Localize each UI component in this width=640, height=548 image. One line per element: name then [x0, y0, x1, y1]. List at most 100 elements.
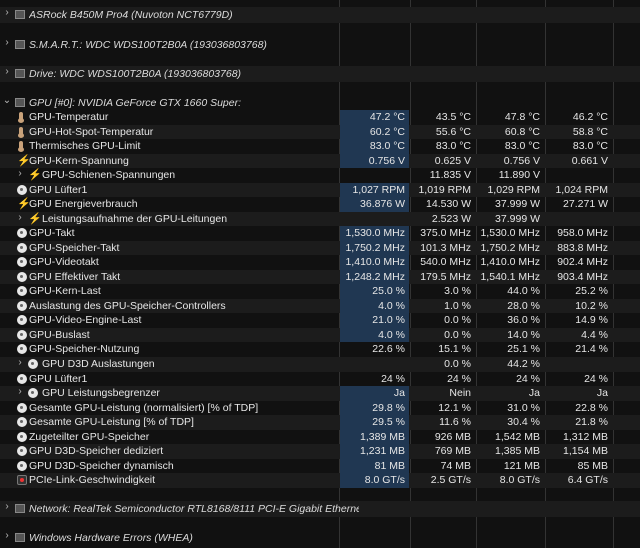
- sensor-name: Gesamte GPU-Leistung [% of TDP]: [29, 416, 194, 429]
- maximum-value: 25.1 %: [507, 343, 540, 356]
- average-value: 903.4 MHz: [557, 270, 608, 283]
- clock-icon: [17, 257, 27, 268]
- section-header[interactable]: › Windows Hardware Errors (WHEA): [0, 530, 640, 546]
- current-value: 0.756 V: [340, 153, 409, 169]
- sensor-name: GPU Leistungsbegrenzer: [42, 387, 160, 400]
- sensor-name: GPU-Videotakt: [29, 256, 99, 269]
- sensor-name: GPU-Speicher-Nutzung: [29, 343, 140, 356]
- minimum-value: 0.0 %: [444, 314, 471, 327]
- maximum-value: 47.8 °C: [504, 111, 540, 123]
- current-value: 47.2 °C: [340, 110, 409, 125]
- sensor-row[interactable]: GPU-Video-Engine-Last 21.0 % 0.0 % 36.0 % 14…: [0, 313, 640, 328]
- section-header[interactable]: ⌄ GPU [#0]: NVIDIA GeForce GTX 1660 Super…: [0, 95, 640, 111]
- sensor-row[interactable]: GPU-Temperatur 47.2 °C 43.5 °C 47.8 °C 46.2 …: [0, 110, 640, 125]
- minimum-value: 101.3 MHz: [420, 241, 471, 254]
- sensor-row[interactable]: Auslastung des GPU-Speicher-Controllers 4…: [0, 298, 640, 314]
- average-value: 25.2 %: [575, 285, 608, 298]
- sensor-name: GPU-Buslast: [29, 328, 90, 341]
- average-value: 83.0 °C: [572, 140, 608, 153]
- chevron-down-icon[interactable]: ⌄: [2, 95, 12, 106]
- maximum-value: 30.4 %: [507, 416, 540, 429]
- clock-icon: [17, 242, 27, 253]
- sensor-row[interactable]: Gesamte GPU-Leistung (normalisiert) [% o…: [0, 400, 640, 416]
- usage-icon: [17, 373, 27, 384]
- sensor-name: GPU-Video-Engine-Last: [29, 314, 142, 327]
- sensor-row[interactable]: GPU D3D-Speicher dediziert 1,231 MB 769 MB…: [0, 444, 640, 459]
- current-value: 1,231 MB: [340, 444, 409, 459]
- current-value: 1,410.0 MHz: [340, 255, 409, 270]
- sensor-row[interactable]: GPU-Kern-Last 25.0 % 3.0 % 44.0 % 25.2 %: [0, 284, 640, 299]
- section-header[interactable]: › S.M.A.R.T.: WDC WDS100T2B0A (1930368037…: [0, 37, 640, 53]
- thermometer-icon: [18, 141, 24, 153]
- sensor-name: GPU Lüfter1: [29, 372, 88, 385]
- chevron-right-icon[interactable]: ›: [5, 37, 9, 48]
- sensor-row[interactable]: › ⚡ Leistungsaufnahme der GPU-Leitungen 2.5…: [0, 211, 640, 227]
- maximum-value: 31.0 %: [507, 401, 540, 414]
- thermometer-icon: [18, 112, 24, 123]
- maximum-value: 1,385 MB: [495, 445, 540, 458]
- usage-icon: [28, 359, 38, 369]
- sensor-row[interactable]: GPU-Buslast 4.0 % 0.0 % 14.0 % 4.4 %: [0, 327, 640, 343]
- current-value: 4.0 %: [340, 327, 409, 343]
- sensor-row[interactable]: GPU Effektiver Takt 1,248.2 MHz 179.5 MHz 1…: [0, 269, 640, 285]
- clock-icon: [17, 271, 27, 282]
- chevron-right-icon[interactable]: ›: [18, 211, 22, 223]
- thermometer-icon: [18, 126, 24, 138]
- sensor-row[interactable]: GPU Lüfter1 1,027 RPM 1,019 RPM 1,029 RPM 1,…: [0, 182, 640, 198]
- current-value: 1,027 RPM: [340, 182, 409, 198]
- sensor-row[interactable]: PCIe-Link-Geschwindigkeit 8.0 GT/s 2.5 GT/…: [0, 473, 640, 488]
- sensor-row[interactable]: GPU Lüfter1 24 % 24 % 24 % 24 %: [0, 372, 640, 387]
- sensor-row[interactable]: Thermisches GPU-Limit 83.0 °C 83.0 °C 83.0 …: [0, 139, 640, 154]
- section-header[interactable]: › ASRock B450M Pro4 (Nuvoton NCT6779D): [0, 7, 640, 23]
- hardware-chip-icon: [15, 504, 25, 513]
- section-header[interactable]: › Drive: WDC WDS100T2B0A (193036803768): [0, 66, 640, 82]
- sensor-name: Thermisches GPU-Limit: [29, 140, 141, 153]
- maximum-value: 1,410.0 MHz: [480, 256, 540, 269]
- chevron-right-icon[interactable]: ›: [18, 386, 22, 398]
- sensor-row[interactable]: GPU-Speicher-Takt 1,750.2 MHz 101.3 MHz 1,7…: [0, 240, 640, 256]
- maximum-value: 14.0 %: [507, 328, 540, 341]
- chevron-right-icon[interactable]: ›: [18, 357, 22, 368]
- average-value: [546, 168, 612, 183]
- hardware-chip-icon: [15, 10, 25, 19]
- sensor-row[interactable]: ⚡ GPU-Kern-Spannung 0.756 V 0.625 V 0.756 V 0…: [0, 153, 640, 169]
- average-value: [546, 212, 612, 227]
- usage-icon: [17, 417, 27, 428]
- maximum-value: 8.0 GT/s: [499, 474, 540, 487]
- current-value: 22.6 %: [372, 343, 405, 356]
- minimum-value: 55.6 °C: [435, 125, 471, 138]
- minimum-value: 2.5 GT/s: [430, 474, 471, 487]
- sensor-name: GPU-Speicher-Takt: [29, 241, 120, 254]
- average-value: 6.4 GT/s: [567, 474, 608, 487]
- chevron-right-icon[interactable]: ›: [5, 7, 9, 18]
- sensor-row[interactable]: GPU D3D-Speicher dynamisch 81 MB 74 MB 121 …: [0, 458, 640, 474]
- chevron-right-icon[interactable]: ›: [5, 530, 9, 541]
- chevron-right-icon[interactable]: ›: [5, 66, 9, 77]
- sensor-name: GPU Lüfter1: [29, 183, 88, 196]
- section-header[interactable]: › Network: RealTek Semiconductor RTL8168/…: [0, 501, 640, 517]
- usage-icon: [17, 329, 27, 340]
- sensor-row[interactable]: › ⚡ GPU-Schienen-Spannungen 11.835 V 11.890 …: [0, 168, 640, 183]
- sensor-name: Auslastung des GPU-Speicher-Controllers: [29, 299, 226, 312]
- maximum-value: 83.0 °C: [504, 140, 540, 153]
- minimum-value: 15.1 %: [438, 343, 471, 356]
- sensor-row[interactable]: Gesamte GPU-Leistung [% of TDP] 29.5 % 11.…: [0, 415, 640, 430]
- sensor-row[interactable]: GPU-Videotakt 1,410.0 MHz 540.0 MHz 1,410.0…: [0, 255, 640, 270]
- sensor-row[interactable]: › GPU Leistungsbegrenzer Ja Nein Ja Ja: [0, 386, 640, 401]
- average-value: 10.2 %: [575, 299, 608, 312]
- sensor-row[interactable]: GPU-Speicher-Nutzung 22.6 % 15.1 % 25.1 % 21…: [0, 342, 640, 357]
- maximum-value: 1,540.1 MHz: [480, 270, 540, 283]
- section-title: S.M.A.R.T.: WDC WDS100T2B0A (19303680376…: [29, 39, 267, 51]
- maximum-value: 36.0 %: [507, 314, 540, 327]
- sensor-row[interactable]: GPU-Hot-Spot-Temperatur 60.2 °C 55.6 °C 60.…: [0, 124, 640, 140]
- chevron-right-icon[interactable]: ›: [18, 168, 22, 180]
- clock-icon: [17, 228, 27, 239]
- minimum-value: 1,019 RPM: [418, 183, 471, 196]
- sensor-row[interactable]: GPU-Takt 1,530.0 MHz 375.0 MHz 1,530.0 MHz 9…: [0, 226, 640, 241]
- sensor-name: GPU-Schienen-Spannungen: [42, 169, 176, 182]
- sensor-row[interactable]: › GPU D3D Auslastungen 0.0 % 44.2 %: [0, 357, 640, 372]
- chevron-right-icon[interactable]: ›: [5, 501, 9, 512]
- sensor-row[interactable]: Zugeteilter GPU-Speicher 1,389 MB 926 MB 1,…: [0, 429, 640, 445]
- current-value: 83.0 °C: [340, 139, 409, 154]
- sensor-row[interactable]: ⚡ GPU Energieverbrauch 36.876 W 14.530 W 37.…: [0, 197, 640, 212]
